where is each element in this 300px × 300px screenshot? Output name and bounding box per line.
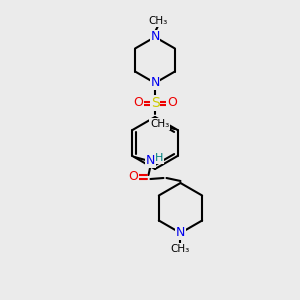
Text: H: H [155, 153, 164, 163]
Text: O: O [167, 97, 177, 110]
Text: CH₃: CH₃ [150, 119, 169, 129]
Text: O: O [133, 97, 143, 110]
Text: CH₃: CH₃ [171, 244, 190, 254]
Text: O: O [128, 170, 138, 184]
Text: N: N [150, 31, 160, 44]
Text: S: S [151, 96, 159, 110]
Text: CH₃: CH₃ [148, 16, 168, 26]
Text: N: N [146, 154, 155, 167]
Text: N: N [150, 76, 160, 89]
Text: N: N [176, 226, 185, 239]
